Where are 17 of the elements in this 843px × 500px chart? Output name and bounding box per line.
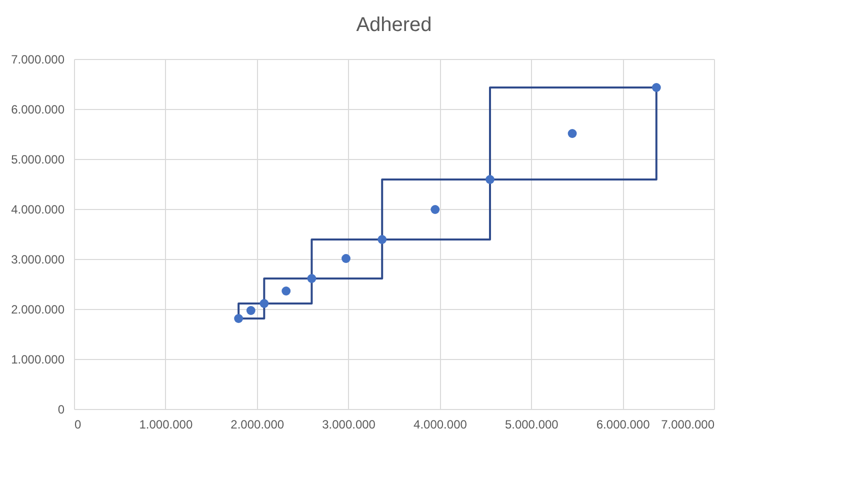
x-tick-label: 7.000.000 xyxy=(661,418,715,432)
y-tick-label: 6.000.000 xyxy=(11,102,65,116)
x-tick-label: 3.000.000 xyxy=(322,418,376,432)
y-tick-label: 4.000.000 xyxy=(11,202,65,216)
y-tick-label: 7.000.000 xyxy=(11,52,65,66)
y-tick-label: 2.000.000 xyxy=(11,302,65,316)
x-tick-label: 5.000.000 xyxy=(504,418,559,432)
x-tick-label: 0 xyxy=(74,418,82,432)
x-tick-label: 4.000.000 xyxy=(414,418,468,432)
y-tick-label: 1.000.000 xyxy=(11,352,65,366)
chart-title: Adhered xyxy=(356,14,432,36)
x-tick-label: 6.000.000 xyxy=(596,418,650,432)
x-tick-label: 2.000.000 xyxy=(230,418,284,432)
x-tick-label: 1.000.000 xyxy=(139,418,193,432)
y-tick-label: 3.000.000 xyxy=(11,252,65,266)
y-tick-label: 0 xyxy=(58,402,65,416)
y-tick-label: 5.000.000 xyxy=(11,152,65,166)
